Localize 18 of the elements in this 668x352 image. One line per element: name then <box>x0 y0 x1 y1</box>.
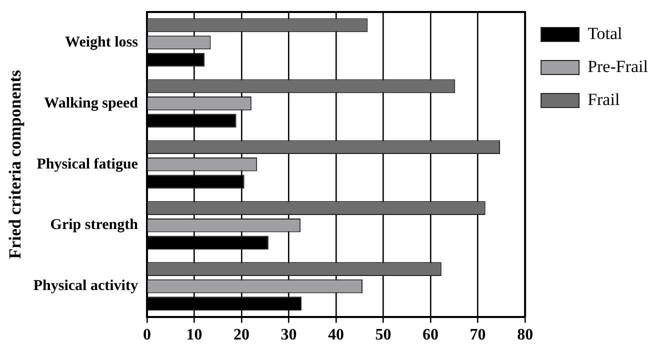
legend-label: Total <box>588 24 623 43</box>
y-tick-label: Physical activity <box>33 278 138 294</box>
x-tick-label: 80 <box>517 326 534 344</box>
x-tick-label: 60 <box>422 326 439 344</box>
y-tick-label: Physical fatigue <box>36 156 138 172</box>
x-tick-label: 10 <box>186 326 202 344</box>
x-tick-label: 50 <box>375 326 392 344</box>
legend-label: Frail <box>588 90 620 109</box>
y-axis-title: Fried criteria components <box>6 70 25 259</box>
y-tick-label: Walking speed <box>44 95 139 112</box>
x-tick-label: 70 <box>470 326 486 344</box>
y-tick-label: Grip strength <box>50 217 139 234</box>
x-tick-label: 40 <box>328 326 344 344</box>
legend-label: Pre-Frail <box>588 56 648 76</box>
x-tick-label: 30 <box>280 326 297 344</box>
x-tick-label: 0 <box>142 326 151 344</box>
x-tick-label: 20 <box>233 326 250 344</box>
y-tick-label: Weight loss <box>65 34 138 50</box>
